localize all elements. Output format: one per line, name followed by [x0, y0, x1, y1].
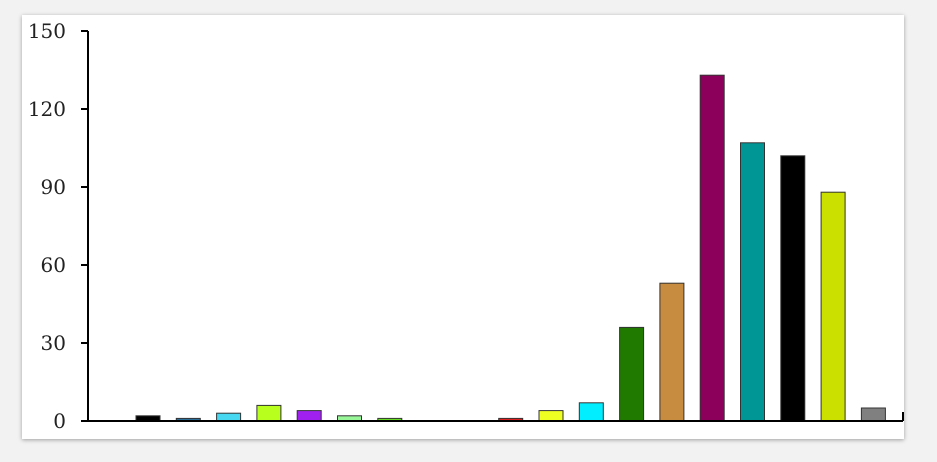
y-tick-label: 60: [41, 253, 66, 277]
y-tick-label: 30: [41, 331, 66, 355]
bar: [619, 326, 645, 422]
y-tick-label: 150: [28, 19, 66, 43]
bar: [820, 191, 846, 422]
bar: [659, 282, 685, 422]
bar: [578, 402, 604, 422]
y-tick-label: 0: [53, 409, 66, 433]
bar: [740, 142, 765, 422]
bar: [699, 74, 725, 422]
bar: [780, 155, 806, 422]
bar: [296, 410, 322, 422]
bar: [860, 407, 886, 422]
bar: [216, 412, 242, 422]
y-tick-label: 90: [41, 175, 66, 199]
y-tick-label: 120: [28, 97, 66, 121]
bar: [256, 404, 282, 422]
bar: [538, 410, 564, 422]
